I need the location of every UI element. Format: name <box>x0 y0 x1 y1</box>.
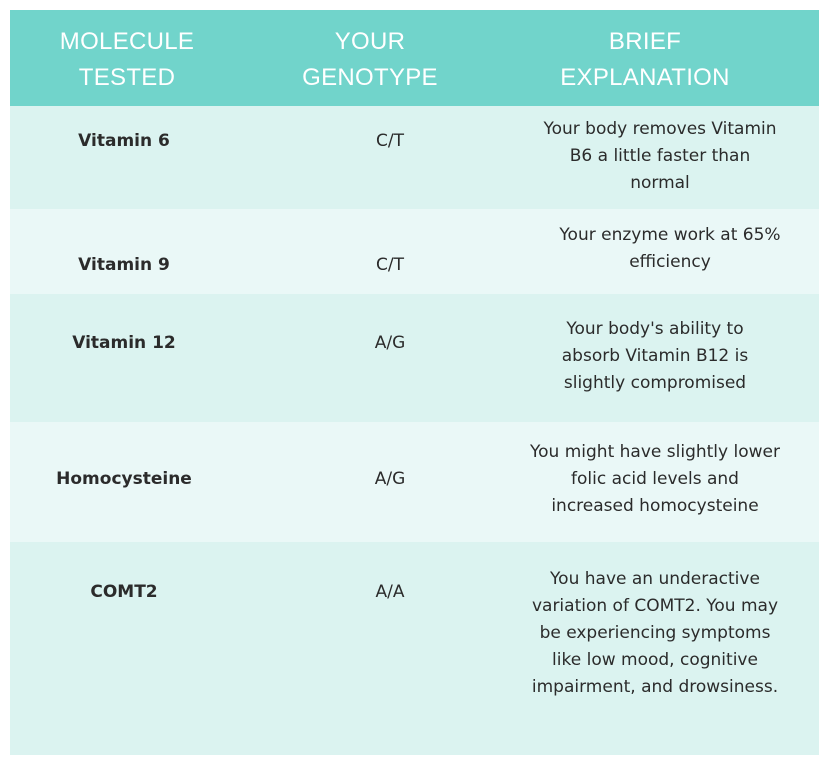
explanation-cell: You might have slightly lower folic acid… <box>530 442 780 516</box>
table-row: Vitamin 12 A/G Your body's ability to ab… <box>10 294 819 422</box>
table-header: MOLECULE TESTED YOUR GENOTYPE BRIEF EXPL… <box>10 10 819 106</box>
molecule-cell: COMT2 <box>90 582 158 602</box>
genotype-cell: C/T <box>376 255 404 275</box>
table-row: Vitamin 6 C/T Your body removes Vitamin … <box>10 106 819 209</box>
header-brief-explanation: BRIEF EXPLANATION <box>560 28 730 91</box>
table-row: Homocysteine A/G You might have slightly… <box>10 422 819 542</box>
explanation-cell: You have an underactive variation of COM… <box>531 569 779 697</box>
genotype-cell: A/A <box>375 582 405 602</box>
genotype-cell: A/G <box>374 333 406 353</box>
molecule-cell: Vitamin 9 <box>78 255 170 275</box>
explanation-cell: Your enzyme work at 65% efficiency <box>559 225 781 272</box>
molecule-cell: Homocysteine <box>56 469 192 489</box>
explanation-cell: Your body's ability to absorb Vitamin B1… <box>561 319 749 393</box>
genotype-results-table: MOLECULE TESTED YOUR GENOTYPE BRIEF EXPL… <box>10 10 819 755</box>
molecule-cell: Vitamin 6 <box>78 131 170 151</box>
genotype-cell: A/G <box>374 469 406 489</box>
table-row: COMT2 A/A You have an underactive variat… <box>10 542 819 755</box>
header-molecule-tested: MOLECULE TESTED <box>59 28 195 91</box>
explanation-cell: Your body removes Vitamin B6 a little fa… <box>543 119 777 193</box>
genotype-cell: C/T <box>376 131 404 151</box>
table-row: Vitamin 9 C/T Your enzyme work at 65% ef… <box>10 209 819 294</box>
header-your-genotype: YOUR GENOTYPE <box>302 28 438 91</box>
molecule-cell: Vitamin 12 <box>72 333 176 353</box>
